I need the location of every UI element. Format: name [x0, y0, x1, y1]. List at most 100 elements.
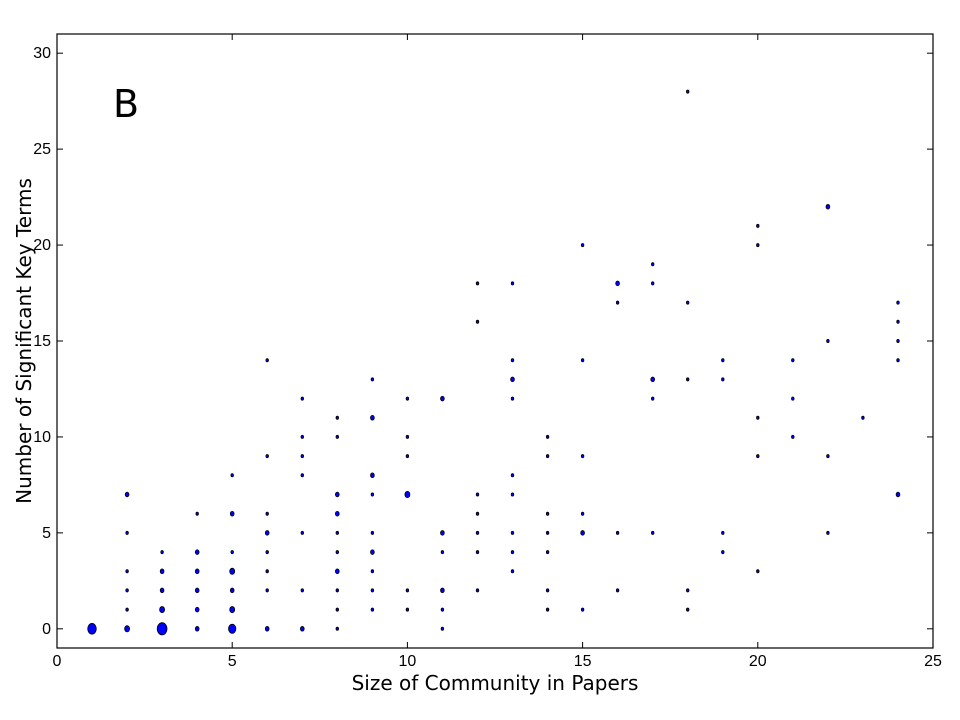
data-point	[580, 607, 585, 612]
data-point	[545, 434, 550, 439]
data-point	[370, 492, 375, 497]
data-point	[124, 491, 130, 498]
plot-area-frame	[56, 33, 934, 649]
data-point	[510, 396, 515, 401]
data-point	[580, 243, 585, 248]
data-point	[895, 491, 901, 498]
data-point	[370, 569, 375, 574]
data-point	[475, 550, 480, 555]
data-point	[160, 550, 164, 555]
data-point	[686, 588, 690, 593]
data-point	[510, 358, 515, 363]
data-point	[756, 454, 760, 459]
data-point	[124, 625, 130, 633]
data-point	[545, 588, 550, 593]
data-point	[440, 587, 445, 594]
data-point	[370, 607, 375, 612]
data-point	[440, 626, 445, 631]
y-tick-label: 5	[42, 525, 51, 542]
data-point	[826, 454, 830, 459]
data-point	[651, 530, 655, 535]
data-point	[194, 587, 200, 594]
data-point	[651, 281, 655, 286]
data-point	[756, 223, 760, 228]
data-point	[686, 607, 690, 612]
data-point	[370, 549, 375, 555]
data-point	[335, 434, 339, 439]
data-point	[686, 89, 690, 94]
data-point	[335, 568, 340, 575]
data-point	[265, 511, 269, 516]
data-point	[756, 415, 760, 420]
data-point	[405, 607, 410, 612]
data-point	[615, 280, 620, 287]
data-point	[896, 358, 900, 363]
data-point	[300, 473, 304, 478]
data-point	[370, 415, 375, 421]
data-point	[686, 377, 690, 382]
data-point	[229, 606, 236, 614]
data-point	[195, 511, 199, 516]
data-point	[615, 588, 620, 593]
data-point	[300, 434, 304, 439]
data-point	[475, 492, 480, 497]
data-point	[265, 358, 269, 363]
data-point	[370, 588, 375, 593]
data-point	[440, 530, 445, 536]
data-point	[580, 358, 585, 363]
data-point	[580, 454, 585, 459]
data-point	[651, 262, 655, 267]
data-point	[405, 588, 410, 593]
data-point	[335, 550, 339, 555]
data-point	[265, 588, 269, 593]
data-point	[335, 530, 339, 535]
data-point	[159, 587, 165, 594]
data-point	[475, 319, 480, 324]
data-point	[510, 550, 515, 555]
data-point	[896, 300, 900, 305]
data-point	[264, 626, 270, 632]
data-point	[440, 550, 445, 555]
points-layer	[87, 89, 901, 636]
axis-ticks: 0 5 10 15 20 25 0 5 10 15 20 25 30	[33, 34, 942, 670]
data-point	[721, 530, 725, 535]
data-point	[370, 530, 375, 535]
data-point	[545, 511, 550, 516]
data-point	[125, 607, 129, 612]
data-point	[370, 377, 375, 382]
data-point	[300, 626, 305, 632]
data-point	[510, 376, 515, 383]
data-point	[229, 587, 235, 594]
data-point	[125, 588, 129, 593]
data-point	[791, 396, 795, 401]
data-point	[159, 606, 165, 614]
data-point	[229, 567, 236, 575]
data-point	[826, 338, 830, 343]
x-tick-label: 5	[228, 653, 237, 670]
x-tick-label: 10	[399, 653, 417, 670]
data-point	[475, 511, 480, 516]
data-point	[335, 415, 339, 420]
data-point	[615, 300, 620, 305]
data-point	[825, 203, 831, 210]
data-point	[650, 376, 655, 383]
data-point	[405, 434, 410, 439]
x-axis-title: Size of Community in Papers	[352, 671, 639, 695]
data-point	[264, 530, 270, 536]
data-point	[510, 492, 515, 497]
data-point	[440, 395, 445, 402]
y-tick-label: 15	[33, 333, 51, 350]
data-point	[475, 588, 480, 593]
data-point	[370, 472, 375, 479]
data-point	[475, 530, 480, 535]
data-point	[826, 530, 830, 535]
data-point	[721, 377, 725, 382]
x-tick-label: 25	[924, 653, 942, 670]
data-point	[405, 396, 410, 401]
data-point	[335, 510, 340, 517]
y-tick-label: 10	[33, 429, 51, 446]
data-point	[791, 358, 795, 363]
data-point	[335, 588, 339, 593]
data-point	[265, 454, 269, 459]
